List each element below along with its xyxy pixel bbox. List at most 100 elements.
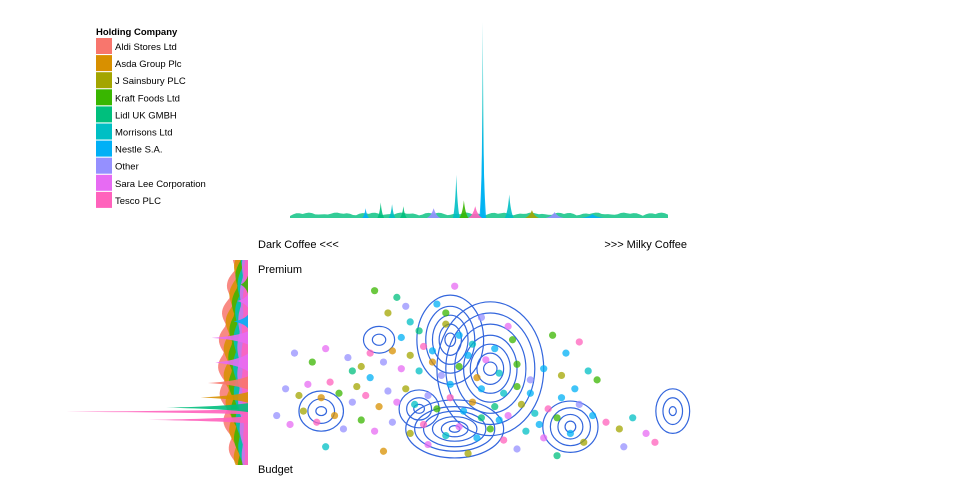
left-density-peak <box>200 391 248 403</box>
legend-item: Asda Group Plc <box>96 55 182 72</box>
scatter-point <box>353 382 361 391</box>
legend-swatch <box>96 157 112 174</box>
legend-swatch <box>96 123 112 140</box>
contour-line <box>416 294 485 385</box>
scatter-point <box>357 416 365 424</box>
scatter-point <box>468 340 477 348</box>
scatter-point <box>299 407 307 415</box>
legend-swatch <box>96 191 112 208</box>
contour-line <box>668 406 677 417</box>
left-density-peak <box>66 408 248 415</box>
scatter-point <box>379 447 388 455</box>
scatter-point <box>589 411 597 420</box>
scatter-point <box>415 367 423 375</box>
left-marginal-density <box>66 260 248 465</box>
scatter-point <box>397 365 405 373</box>
scatter-point <box>526 389 534 397</box>
scatter-point <box>562 349 570 357</box>
contour-line <box>557 413 584 440</box>
contour-line <box>483 361 498 377</box>
scatter-point <box>468 398 477 406</box>
scatter-point <box>513 360 521 368</box>
top-density-peak <box>452 174 460 218</box>
legend-item: Aldi Stores Ltd <box>96 38 177 54</box>
scatter-point <box>522 427 530 435</box>
contour-line <box>406 397 433 421</box>
scatter-point <box>317 394 325 402</box>
scatter-point <box>464 351 472 359</box>
scatter-point <box>508 336 517 344</box>
contour-line <box>440 420 469 438</box>
scatter-point <box>371 427 379 435</box>
y-top-label: Premium <box>258 264 302 276</box>
top-density-peak <box>388 204 396 218</box>
scatter-point <box>571 385 579 393</box>
legend-label: Nestle S.A. <box>115 145 163 156</box>
contour-line <box>549 407 592 447</box>
top-density-peak <box>504 194 514 218</box>
legend: Holding Company Aldi Stores Ltd Asda Grou… <box>96 27 206 208</box>
scatter-point <box>402 302 410 310</box>
scatter-point <box>393 293 401 301</box>
scatter-point <box>384 309 392 317</box>
scatter-point <box>406 429 414 437</box>
legend-label: Kraft Foods Ltd <box>115 93 180 104</box>
contour-line <box>542 400 599 453</box>
legend-swatch <box>96 55 112 72</box>
scatter-point <box>326 378 334 386</box>
legend-swatch <box>96 106 112 123</box>
contour-line <box>662 397 684 426</box>
top-density-peak <box>399 206 407 218</box>
scatter-point <box>433 300 441 308</box>
scatter-point <box>446 394 454 402</box>
scatter-point <box>393 398 401 406</box>
scatter-point <box>620 443 628 451</box>
left-density-peak <box>240 275 248 294</box>
contour-line <box>469 343 511 394</box>
scatter-point <box>304 380 312 388</box>
scatter-point <box>491 345 499 353</box>
scatter-point <box>584 367 592 375</box>
scatter-point <box>406 351 414 359</box>
legend-label: Morrisons Ltd <box>115 128 173 139</box>
legend-label: Other <box>115 162 139 173</box>
scatter-point <box>406 318 414 326</box>
legend-label: Asda Group Plc <box>115 59 182 70</box>
legend-item: Other <box>96 157 139 174</box>
scatter-point <box>526 376 534 384</box>
contour-line <box>431 314 469 365</box>
top-density-peak <box>525 210 539 218</box>
contour-line <box>438 323 462 356</box>
scatter-point <box>344 353 352 362</box>
contour-line <box>307 398 336 424</box>
scatter-point <box>442 320 450 328</box>
scatter-point <box>330 411 339 420</box>
contour-line <box>298 390 345 432</box>
contour-line <box>431 416 478 442</box>
scatter-point <box>290 349 299 357</box>
scatter-point <box>402 385 410 393</box>
scatter-point <box>553 414 561 422</box>
scatter-point <box>375 403 383 411</box>
scatter-plot-area <box>273 282 691 460</box>
scatter-point <box>500 389 508 397</box>
scatter-point <box>651 438 659 446</box>
contour-line <box>422 410 487 448</box>
scatter-point <box>477 313 485 322</box>
scatter-point <box>517 400 526 409</box>
scatter-point <box>366 374 374 382</box>
scatter-point <box>388 347 396 355</box>
scatter-point <box>513 382 521 391</box>
legend-item: Morrisons Ltd <box>96 123 173 140</box>
scatter-point <box>411 400 419 409</box>
legend-label: Aldi Stores Ltd <box>115 42 177 53</box>
scatter-point <box>273 411 281 420</box>
contour-line <box>444 332 457 348</box>
legend-swatch <box>96 174 112 191</box>
scatter-point <box>593 376 601 384</box>
scatter-point <box>446 380 454 388</box>
left-density-peak <box>147 416 248 424</box>
scatter-point <box>437 371 445 380</box>
scatter-point <box>335 389 343 397</box>
scatter-point <box>455 331 463 339</box>
